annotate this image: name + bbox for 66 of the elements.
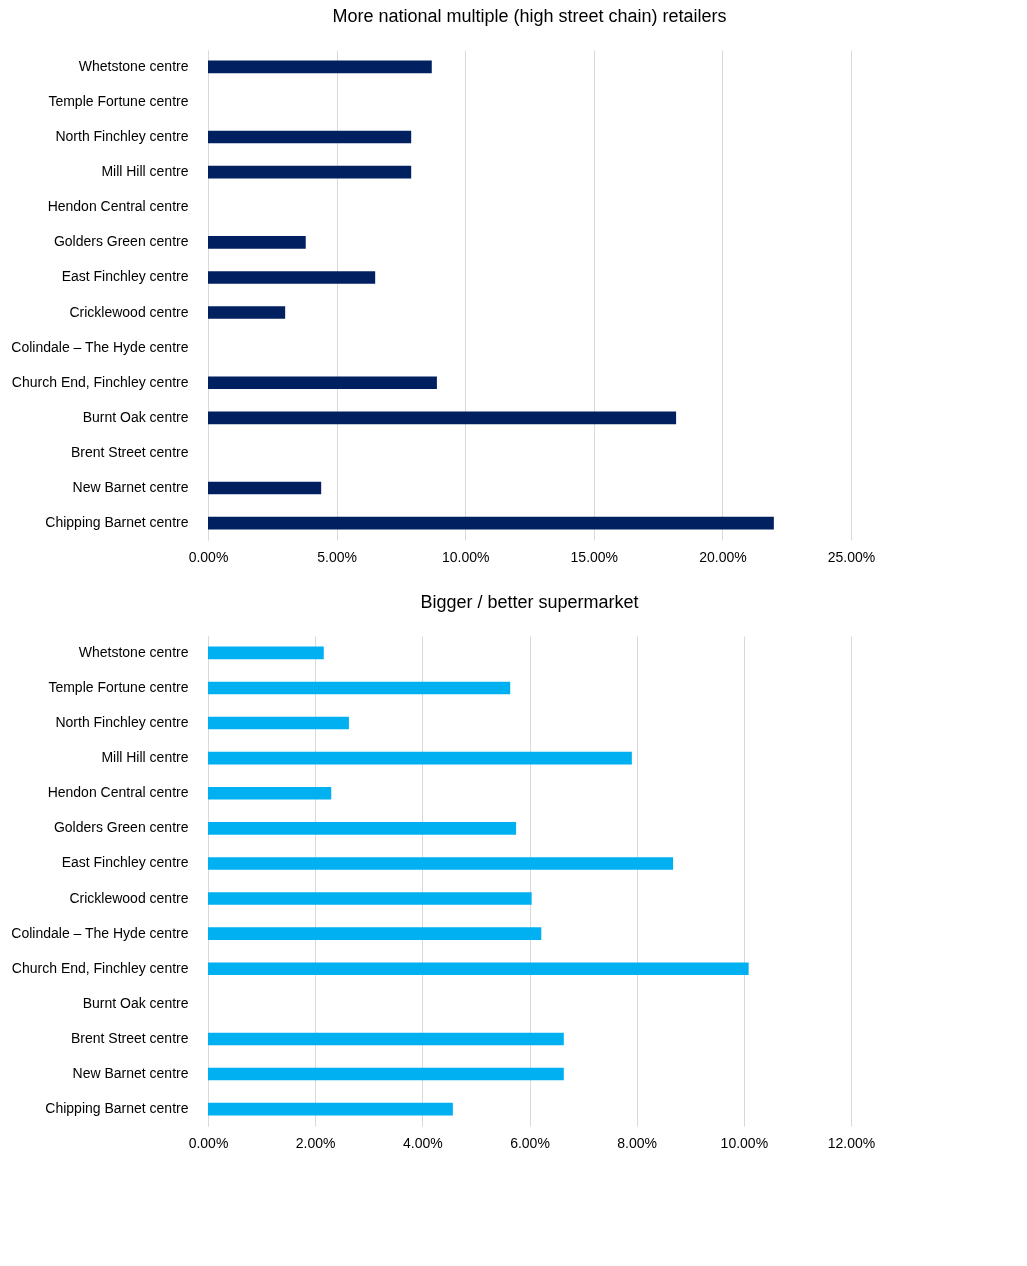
y-tick-label: Mill Hill centre [101,163,189,180]
y-tick-label: New Barnet centre [72,479,189,496]
y-tick-label: Brent Street centre [70,443,189,460]
y-tick-label: Chipping Barnet centre [45,514,189,531]
x-tick-label: 0.00% [188,548,229,565]
bar [208,516,774,530]
bar [208,892,532,905]
bar [208,786,332,800]
x-tick-label: 6.00% [510,1134,550,1151]
y-tick-label: Whetstone centre [78,643,189,660]
x-tick-label: 25.00% [827,548,876,565]
x-tick-label: 4.00% [402,1134,443,1151]
x-tick-label: 20.00% [699,548,747,565]
bar [208,646,324,660]
y-tick-label: Chipping Barnet centre [45,1100,189,1117]
bar [208,306,286,319]
bar [208,681,511,695]
y-tick-label: North Finchley centre [55,714,189,731]
y-tick-label: North Finchley centre [55,128,189,145]
y-tick-label: Burnt Oak centre [82,408,189,425]
y-tick-label: Cricklewood centre [69,303,189,320]
bar [208,962,749,976]
chart-title: Bigger / better supermarket [420,592,639,612]
bar [208,1032,564,1046]
y-tick-label: Temple Fortune centre [48,92,189,109]
bar [208,130,412,144]
x-tick-label: 0.00% [188,1134,229,1151]
bar [208,1102,453,1116]
y-tick-label: Colindale – The Hyde centre [11,338,189,355]
bar [208,716,349,730]
x-tick-label: 12.00% [827,1134,876,1151]
bar [208,927,542,940]
y-tick-label: East Finchley centre [61,854,189,871]
bar [208,236,306,249]
y-tick-label: Church End, Finchley centre [11,373,189,390]
chart-title: More national multiple (high street chain) retailers [332,6,727,26]
y-tick-label: Mill Hill centre [101,749,189,766]
bar [208,60,432,74]
y-tick-label: Golders Green centre [53,819,189,836]
bar [208,857,674,870]
y-tick-label: Brent Street centre [70,1029,189,1046]
x-tick-label: 15.00% [570,548,619,565]
bar [208,751,632,765]
y-tick-label: Temple Fortune centre [48,678,189,695]
y-tick-label: Church End, Finchley centre [11,959,189,976]
bar [208,376,437,390]
y-tick-label: New Barnet centre [72,1065,189,1082]
y-tick-label: East Finchley centre [61,268,189,285]
bar [208,271,376,284]
y-tick-label: Golders Green centre [53,233,189,250]
y-tick-label: Whetstone centre [78,57,189,74]
bar [208,1067,564,1081]
bar [208,822,517,835]
bar [208,411,677,425]
x-tick-label: 8.00% [617,1134,658,1151]
bar [208,481,322,495]
y-tick-label: Burnt Oak centre [82,994,189,1011]
x-tick-label: 10.00% [441,548,490,565]
x-tick-label: 2.00% [295,1134,336,1151]
x-tick-label: 10.00% [720,1134,769,1151]
y-tick-label: Hendon Central centre [47,198,189,215]
x-tick-label: 5.00% [317,548,357,565]
bar [208,165,412,179]
y-tick-label: Cricklewood centre [69,889,189,906]
y-tick-label: Colindale – The Hyde centre [11,924,189,941]
y-tick-label: Hendon Central centre [47,784,189,801]
